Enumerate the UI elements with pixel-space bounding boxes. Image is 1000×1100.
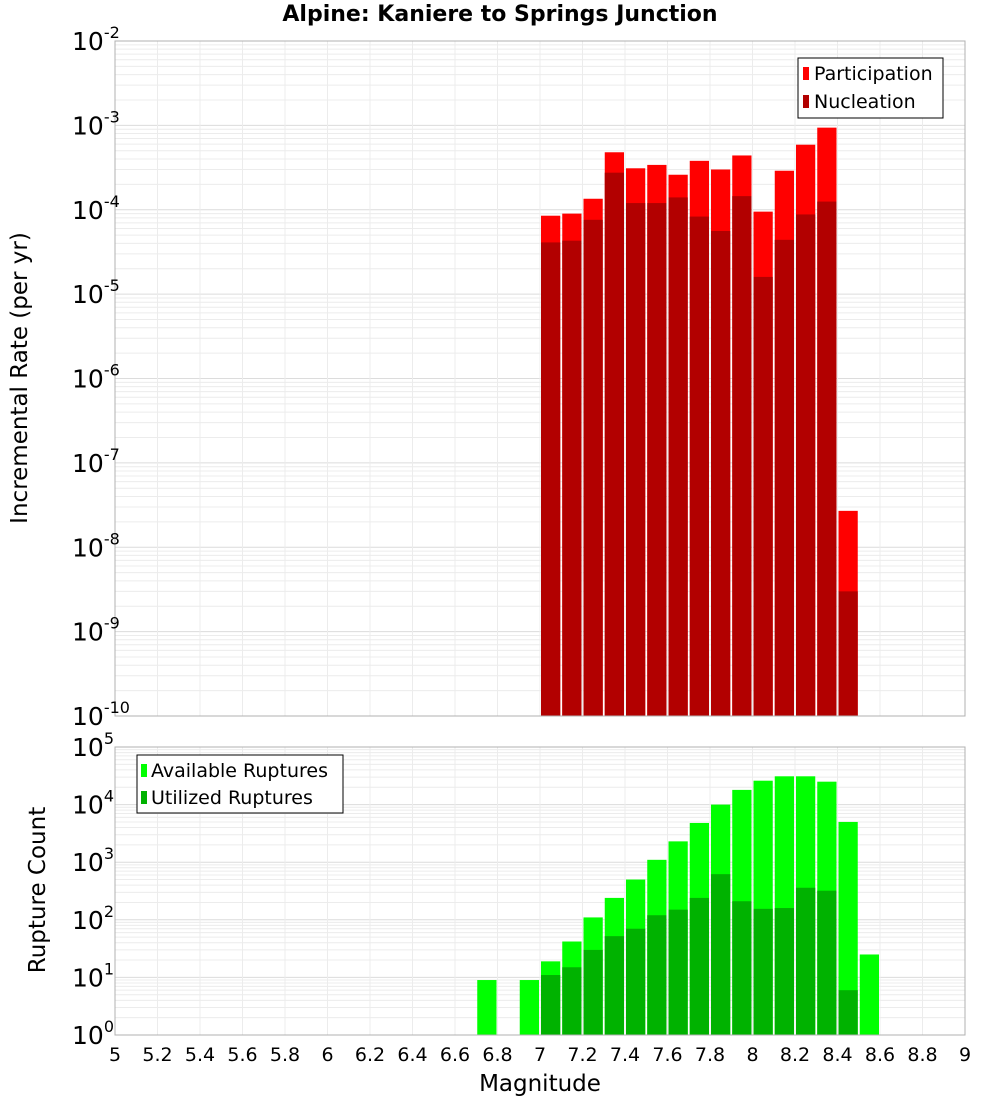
y-tick-label-count-1: 101 (72, 959, 114, 992)
bottom-y-axis-label: Rupture Count (25, 807, 51, 973)
y-tick-label-rate--2: 10-2 (72, 23, 120, 56)
legend-label-utilized: Utilized Ruptures (151, 787, 313, 809)
bar-utilized-8.45 (838, 990, 858, 1035)
bar-nucleation-8.35 (817, 201, 837, 716)
legend-top: Participation Nucleation (797, 57, 944, 119)
bar-available-8.45 (838, 821, 858, 1035)
x-tick-label-7.4: 7.4 (610, 1044, 640, 1066)
x-tick-label-7: 7 (534, 1044, 546, 1066)
x-tick-label-5.2: 5.2 (142, 1044, 172, 1066)
x-tick-label-8.2: 8.2 (780, 1044, 810, 1066)
bar-utilized-7.05 (541, 975, 561, 1035)
bar-utilized-7.85 (711, 874, 731, 1035)
x-tick-label-7.8: 7.8 (695, 1044, 725, 1066)
x-tick-label-5.8: 5.8 (270, 1044, 300, 1066)
x-tick-label-9: 9 (959, 1044, 971, 1066)
bar-available-6.75 (477, 980, 497, 1035)
bar-available-8.55 (859, 954, 879, 1035)
x-tick-label-5.4: 5.4 (185, 1044, 215, 1066)
bar-nucleation-7.65 (668, 197, 688, 717)
x-tick-label-8.4: 8.4 (822, 1044, 852, 1066)
bar-nucleation-8.45 (838, 591, 858, 716)
bar-utilized-8.35 (817, 890, 837, 1035)
legend-swatch-nucleation (803, 95, 809, 108)
legend-swatch-participation (803, 67, 809, 80)
x-axis-label: Magnitude (479, 1071, 601, 1097)
bar-nucleation-7.95 (732, 196, 752, 716)
plot-frame-count (114, 746, 966, 1036)
y-tick-label-count-5: 105 (72, 729, 114, 762)
bar-nucleation-7.75 (689, 216, 709, 716)
bar-nucleation-8.25 (796, 214, 816, 717)
bar-utilized-7.55 (647, 915, 667, 1035)
y-tick-label-rate--7: 10-7 (72, 445, 120, 478)
x-tick-label-6: 6 (321, 1044, 333, 1066)
legend-label-participation: Participation (814, 63, 933, 85)
bar-utilized-8.05 (753, 908, 773, 1035)
y-tick-label-rate--9: 10-9 (72, 614, 120, 647)
bar-nucleation-7.55 (647, 203, 667, 716)
plot-frame-rate (114, 40, 966, 717)
bar-nucleation-7.45 (626, 203, 646, 716)
top-y-axis-label: Incremental Rate (per yr) (7, 232, 33, 524)
y-tick-label-rate--6: 10-6 (72, 361, 120, 394)
legend-label-available: Available Ruptures (151, 760, 328, 782)
y-tick-label-rate--3: 10-3 (72, 107, 120, 140)
x-tick-label-6.8: 6.8 (482, 1044, 512, 1066)
bar-nucleation-7.25 (583, 219, 603, 717)
y-tick-label-rate--10: 10-10 (72, 698, 130, 731)
x-tick-label-6.6: 6.6 (440, 1044, 470, 1066)
y-tick-label-count-3: 103 (72, 844, 114, 877)
bar-utilized-7.25 (583, 949, 603, 1035)
y-tick-label-count-0: 100 (72, 1017, 114, 1050)
bar-utilized-8.15 (774, 908, 794, 1035)
bar-nucleation-7.05 (541, 242, 561, 716)
y-tick-label-count-2: 102 (72, 902, 114, 935)
legend-swatch-available (141, 764, 147, 777)
x-tick-label-6.4: 6.4 (397, 1044, 427, 1066)
bar-utilized-7.65 (668, 909, 688, 1035)
y-tick-label-count-4: 104 (72, 787, 114, 820)
bar-available-6.95 (519, 980, 539, 1035)
bar-utilized-8.25 (796, 887, 816, 1035)
y-tick-label-rate--8: 10-8 (72, 529, 120, 562)
x-tick-label-6.2: 6.2 (355, 1044, 385, 1066)
y-tick-label-rate--5: 10-5 (72, 276, 120, 309)
bar-nucleation-8.15 (774, 239, 794, 716)
x-tick-label-5: 5 (109, 1044, 121, 1066)
bar-nucleation-8.05 (753, 276, 773, 716)
y-tick-label-rate--4: 10-4 (72, 192, 120, 225)
legend-label-nucleation: Nucleation (814, 91, 916, 113)
x-tick-label-8: 8 (746, 1044, 758, 1066)
bar-nucleation-7.85 (711, 230, 731, 716)
legend-bottom: Available Ruptures Utilized Ruptures (136, 754, 344, 814)
x-tick-label-8.8: 8.8 (907, 1044, 937, 1066)
x-tick-label-5.6: 5.6 (227, 1044, 257, 1066)
bar-nucleation-7.35 (604, 172, 624, 717)
legend-swatch-utilized (141, 791, 147, 804)
x-tick-label-7.6: 7.6 (652, 1044, 682, 1066)
bar-utilized-7.75 (689, 897, 709, 1035)
bar-utilized-7.45 (626, 928, 646, 1035)
bar-utilized-7.95 (732, 901, 752, 1035)
bar-utilized-7.15 (562, 967, 582, 1035)
chart-title: Alpine: Kaniere to Springs Junction (282, 2, 718, 27)
bar-nucleation-7.15 (562, 240, 582, 717)
x-tick-label-8.6: 8.6 (865, 1044, 895, 1066)
x-tick-label-7.2: 7.2 (567, 1044, 597, 1066)
bar-utilized-7.35 (604, 936, 624, 1035)
